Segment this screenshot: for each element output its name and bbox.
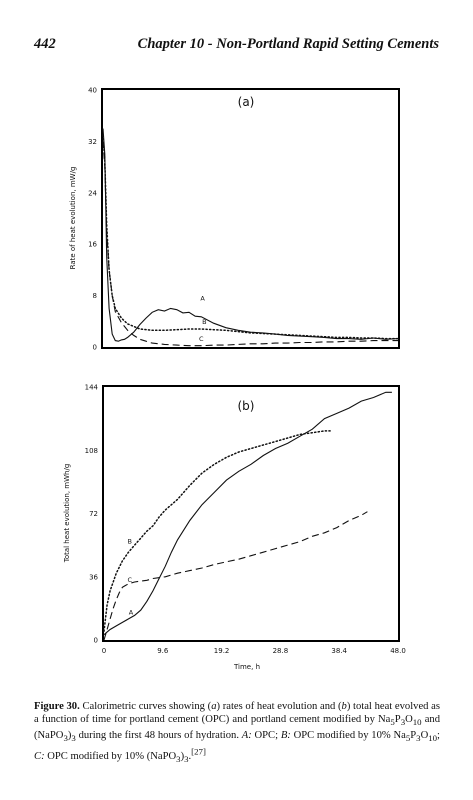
panel-label-b: (b)	[238, 399, 255, 413]
x-axis-label-b: Time, h	[233, 663, 260, 671]
y-axis-label-b: Total heat evolution, mWh/g	[63, 464, 71, 564]
y-tick-label-a: 24	[88, 189, 97, 197]
series-line-c-b	[103, 511, 368, 641]
x-tick-label-b: 0	[102, 647, 106, 655]
series-line-a-b	[103, 391, 392, 636]
curve-label-b-a: B	[202, 318, 206, 326]
y-tick-label-a: 8	[93, 292, 97, 300]
plot-frame-b	[102, 385, 400, 642]
y-tick-label-b: 72	[89, 510, 98, 518]
y-tick-label-b: 144	[85, 384, 99, 392]
series-line-a-a	[102, 128, 399, 342]
series-line-b-b	[103, 430, 332, 632]
caption-text: Calorimetric curves showing (a) rates of…	[34, 701, 440, 764]
y-tick-label-a: 0	[93, 344, 97, 352]
plot-frame-a	[101, 88, 400, 349]
figure-caption: Figure 30. Calorimetric curves showing (…	[34, 700, 440, 766]
curve-label-c-b: C	[127, 576, 132, 584]
x-tick-label-b: 19.2	[214, 647, 230, 655]
panel-label-a: (a)	[238, 95, 255, 109]
curve-label-b-b: B	[127, 537, 131, 545]
y-tick-label-b: 0	[94, 637, 98, 645]
x-tick-label-b: 28.8	[273, 647, 289, 655]
curve-label-a-b: A	[129, 609, 134, 617]
y-tick-label-a: 16	[88, 241, 97, 249]
chapter-title: Chapter 10 - Non-Portland Rapid Setting …	[137, 36, 439, 52]
curve-label-c-a: C	[199, 335, 204, 343]
y-axis-label-a: Rate of heat evolution, mW/g	[69, 167, 77, 270]
y-tick-label-b: 36	[89, 573, 98, 581]
chart-b: (b) Total heat evolution, mWh/g Time, h …	[63, 384, 406, 672]
chart-a: (a) Rate of heat evolution, mW/g 0 8 16 24 3…	[69, 87, 400, 352]
series-line-c-a	[102, 141, 398, 347]
x-tick-label-b: 38.4	[331, 647, 347, 655]
x-tick-label-b: 48.0	[390, 647, 406, 655]
x-tick-label-b: 9.6	[157, 647, 169, 655]
page-number: 442	[34, 36, 56, 52]
caption-label: Figure 30.	[34, 701, 80, 712]
curve-label-a-a: A	[200, 295, 205, 303]
y-tick-label-a: 40	[88, 87, 97, 95]
y-tick-label-b: 108	[85, 447, 98, 455]
y-tick-label-a: 32	[88, 138, 97, 146]
series-line-b-a	[102, 134, 399, 340]
